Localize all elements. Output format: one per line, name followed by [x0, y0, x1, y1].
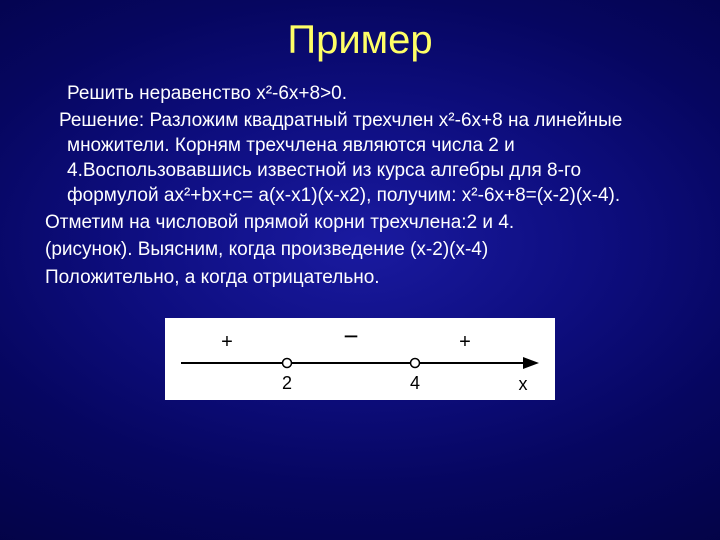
- paragraph-problem: Решить неравенство х²-6х+8>0.: [45, 81, 675, 106]
- svg-text:2: 2: [282, 373, 292, 393]
- slide-body: Решить неравенство х²-6х+8>0. Решение: Р…: [45, 81, 675, 290]
- svg-text:x: x: [519, 374, 528, 394]
- number-line-figure: 2 4 + − + x: [165, 318, 555, 400]
- svg-text:+: +: [459, 331, 471, 353]
- svg-text:4: 4: [410, 373, 420, 393]
- figure-container: 2 4 + − + x: [45, 318, 675, 400]
- slide-title: Пример: [45, 18, 675, 63]
- svg-text:−: −: [343, 321, 358, 351]
- number-line-svg: 2 4 + − + x: [165, 318, 555, 400]
- slide: Пример Решить неравенство х²-6х+8>0. Реш…: [0, 0, 720, 540]
- paragraph-solution: Решение: Разложим квадратный трехчлен х²…: [45, 108, 675, 208]
- paragraph-figure-ref: (рисунок). Выясним, когда произведение (…: [45, 237, 675, 262]
- paragraph-sign-analysis: Положительно, а когда отрицательно.: [45, 265, 675, 290]
- paragraph-mark-roots: Отметим на числовой прямой корни трехчле…: [45, 210, 675, 235]
- svg-text:+: +: [221, 331, 233, 353]
